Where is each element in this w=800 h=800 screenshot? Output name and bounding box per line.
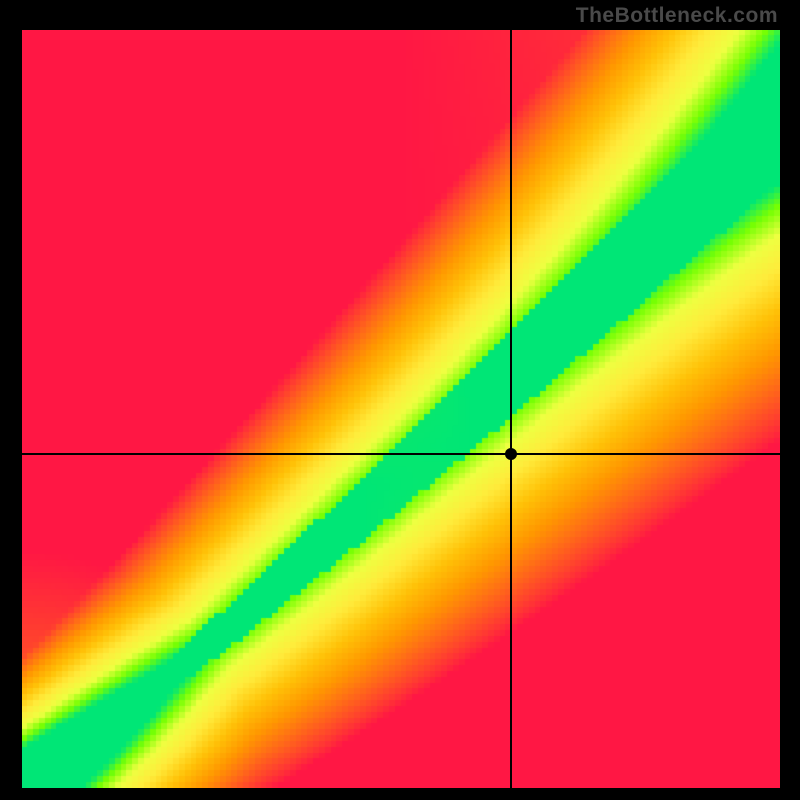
- chart-container: TheBottleneck.com: [0, 0, 800, 800]
- bottleneck-heatmap: [22, 30, 780, 788]
- watermark-text: TheBottleneck.com: [576, 4, 778, 28]
- crosshair-vertical: [510, 30, 512, 788]
- crosshair-marker-dot: [505, 448, 517, 460]
- crosshair-horizontal: [22, 453, 780, 455]
